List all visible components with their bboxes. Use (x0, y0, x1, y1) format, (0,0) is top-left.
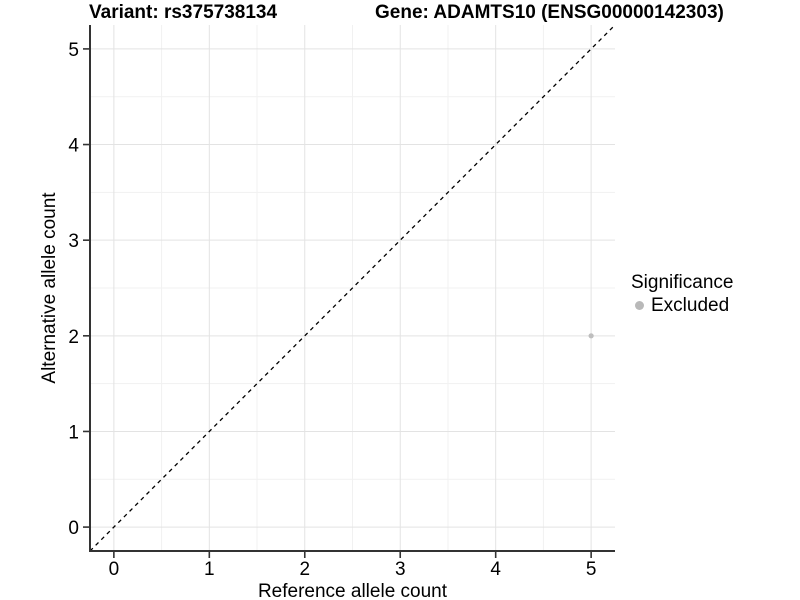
x-tick-label: 3 (395, 559, 406, 580)
y-tick-label: 3 (68, 231, 79, 252)
x-axis-title: Reference allele count (257, 581, 448, 600)
y-tick-label: 2 (68, 327, 79, 348)
y-tick-label: 0 (68, 518, 79, 539)
y-axis-title: Alternative allele count (39, 192, 60, 384)
legend-point-icon (635, 301, 644, 310)
legend-title: Significance (631, 272, 734, 293)
y-tick-label: 5 (68, 40, 79, 61)
y-tick-label: 1 (68, 422, 79, 443)
x-tick-label: 4 (490, 559, 501, 580)
legend-item-excluded: Excluded (631, 294, 733, 317)
variant-title: Variant: rs375738134 (89, 2, 278, 23)
x-tick-label: 0 (109, 559, 120, 580)
x-tick-label: 2 (299, 559, 310, 580)
identity-dashed-line (89, 24, 616, 552)
y-tick-label: 4 (68, 136, 79, 157)
data-point (588, 333, 594, 339)
gene-title: Gene: ADAMTS10 (ENSG00000142303) (375, 2, 724, 23)
legend: Significance Excluded (631, 271, 733, 317)
legend-item-label: Excluded (651, 295, 730, 316)
x-tick-label: 5 (586, 559, 597, 580)
x-tick-label: 1 (204, 559, 215, 580)
